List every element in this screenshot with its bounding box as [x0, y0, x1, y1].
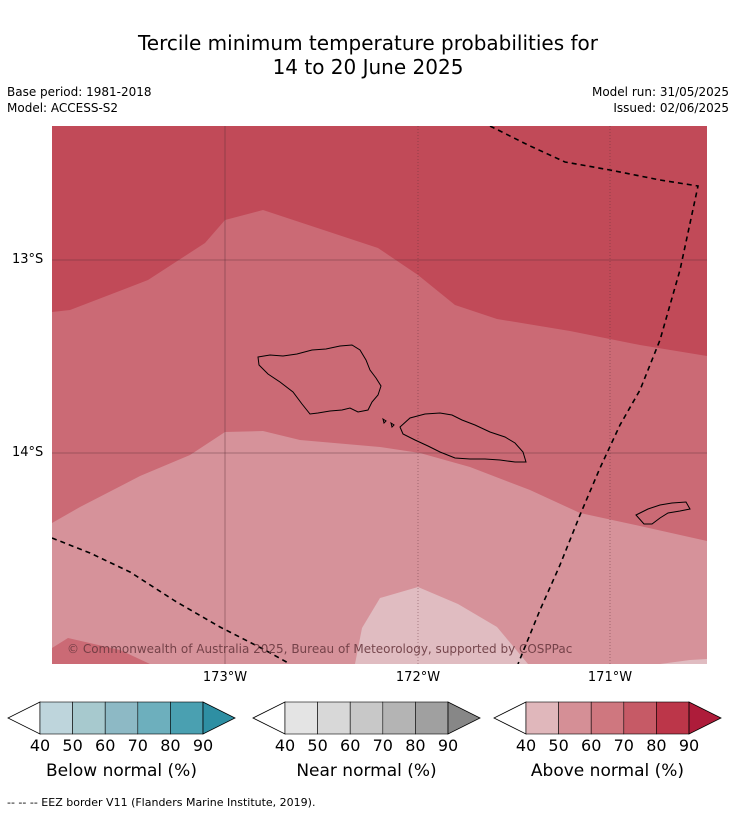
field-above-60-patch-se [660, 659, 707, 664]
above-colorbar-tick: 60 [581, 736, 602, 755]
near-colorbar-tick: 80 [405, 736, 426, 755]
lon-label-171w: 171°W [587, 670, 633, 685]
near-colorbar-title: Near normal (%) [296, 761, 437, 781]
copyright-notice: © Commonwealth of Australia 2025, Bureau… [67, 642, 572, 656]
above-colorbar-tick: 70 [613, 736, 634, 755]
below-colorbar-segment [104, 701, 139, 735]
above-colorbar-high-extend [688, 701, 722, 735]
above-colorbar-segment [656, 701, 690, 735]
field-above-70-patch-sw [52, 638, 150, 664]
field-above-50 [355, 587, 528, 664]
near-colorbar-segment [284, 701, 318, 735]
below-colorbar-high-extend [202, 701, 236, 735]
field-above-60 [52, 431, 707, 664]
above-colorbar-low-extend [493, 701, 527, 735]
below-colorbar-title: Below normal (%) [46, 761, 197, 781]
above-colorbar-tick: 50 [548, 736, 569, 755]
lon-label-173w: 173°W [202, 670, 248, 685]
above-colorbar-tick: 80 [646, 736, 667, 755]
below-colorbar-tick: 40 [29, 736, 51, 755]
eez-footer-note: -- -- -- EEZ border V11 (Flanders Marine… [7, 796, 316, 809]
near-colorbar-segment [382, 701, 416, 735]
map-title: Tercile minimum temperature probabilitie… [0, 31, 736, 79]
below-colorbar-segment [39, 701, 73, 735]
title-line-1: Tercile minimum temperature probabilitie… [137, 31, 599, 55]
below-colorbar-segment [170, 701, 204, 735]
lon-label-172w: 172°W [395, 670, 441, 685]
meta-right: Model run: 31/05/2025 Issued: 02/06/2025 [592, 84, 729, 116]
above-colorbar-segment [558, 701, 592, 735]
model-run: Model run: 31/05/2025 [591, 85, 729, 99]
near-colorbar-tick: 50 [307, 736, 328, 755]
near-colorbar-tick: 70 [372, 736, 393, 755]
near-colorbar-segment [317, 701, 351, 735]
near-colorbar-segment [415, 701, 449, 735]
above-colorbar-title: Above normal (%) [530, 761, 685, 781]
below-colorbar-tick: 50 [62, 736, 83, 755]
savaii-island [257, 344, 382, 415]
above-colorbar-tick: 90 [678, 736, 700, 755]
coastlines [257, 344, 691, 525]
below-colorbar-segment [137, 701, 171, 735]
probability-fields [52, 126, 707, 664]
near-colorbar-segment [349, 701, 384, 735]
above-colorbar-segment [623, 701, 657, 735]
lat-label-14s: 14°S [12, 445, 44, 460]
colorbars [7, 701, 722, 735]
above-colorbar-segment [525, 701, 559, 735]
model-name: Model: ACCESS-S2 [7, 101, 119, 115]
title-line-2: 14 to 20 June 2025 [272, 55, 464, 79]
apolima-island [390, 421, 395, 428]
below-colorbar-segment [72, 701, 106, 735]
near-colorbar-tick: 90 [437, 736, 459, 755]
below-colorbar-low-extend [7, 701, 41, 735]
meta-left: Base period: 1981-2018 Model: ACCESS-S2 [7, 84, 152, 116]
below-colorbar-tick: 80 [160, 736, 181, 755]
below-colorbar-tick: 70 [127, 736, 148, 755]
manono-island [382, 417, 387, 424]
lat-label-13s: 13°S [12, 252, 44, 267]
above-colorbar-segment [590, 701, 625, 735]
gridlines [52, 126, 707, 664]
near-colorbar-tick: 40 [274, 736, 296, 755]
issued-date: Issued: 02/06/2025 [613, 101, 729, 115]
base-period: Base period: 1981-2018 [7, 85, 152, 99]
below-colorbar-tick: 90 [192, 736, 214, 755]
upolu-island [399, 412, 527, 463]
near-colorbar-tick: 60 [340, 736, 361, 755]
near-colorbar-high-extend [447, 701, 481, 735]
near-colorbar-low-extend [252, 701, 286, 735]
below-colorbar-tick: 60 [95, 736, 116, 755]
above-colorbar-tick: 40 [515, 736, 537, 755]
tutuila-island [635, 501, 691, 525]
eez-borders [52, 126, 699, 664]
